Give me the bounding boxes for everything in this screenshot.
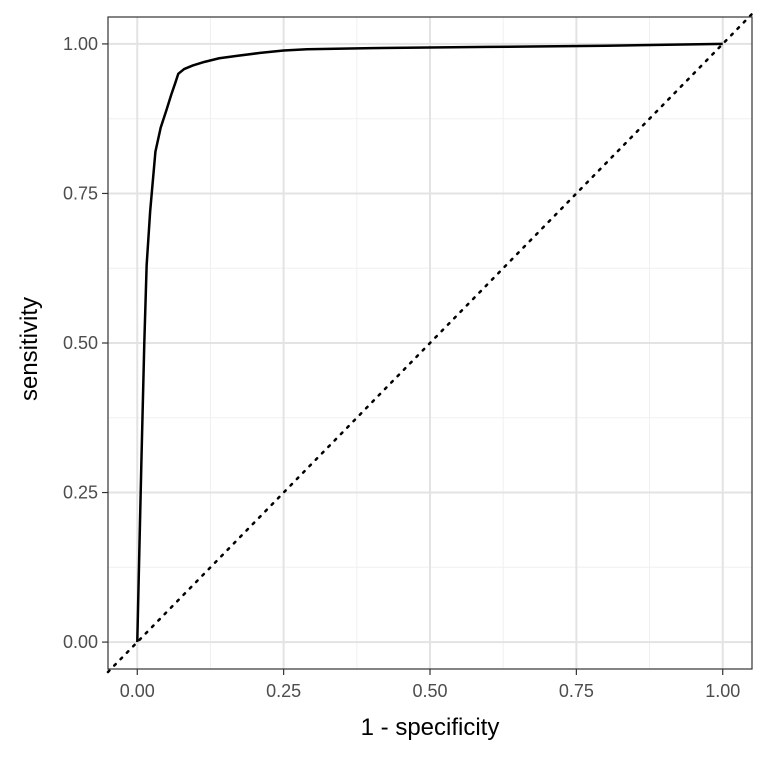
y-tick-label: 0.25 — [63, 483, 98, 503]
x-tick-label: 0.75 — [559, 681, 594, 701]
y-axis-title: sensitivity — [16, 297, 43, 401]
x-tick-label: 0.25 — [266, 681, 301, 701]
y-tick-label: 0.50 — [63, 333, 98, 353]
x-tick-label: 0.00 — [120, 681, 155, 701]
y-tick-label: 0.75 — [63, 183, 98, 203]
x-axis-title: 1 - specificity — [361, 714, 500, 741]
diagonal-reference-line — [106, 12, 754, 674]
y-tick-label: 0.00 — [63, 632, 98, 652]
major-gridlines — [108, 17, 752, 669]
y-tick-label: 1.00 — [63, 34, 98, 54]
y-axis: 0.00 0.25 0.50 0.75 1.00 — [63, 34, 108, 652]
series-layer — [106, 12, 754, 674]
x-tick-label: 1.00 — [705, 681, 740, 701]
roc-curve — [136, 42, 723, 643]
x-tick-label: 0.50 — [412, 681, 447, 701]
x-axis: 0.00 0.25 0.50 0.75 1.00 — [120, 669, 740, 701]
